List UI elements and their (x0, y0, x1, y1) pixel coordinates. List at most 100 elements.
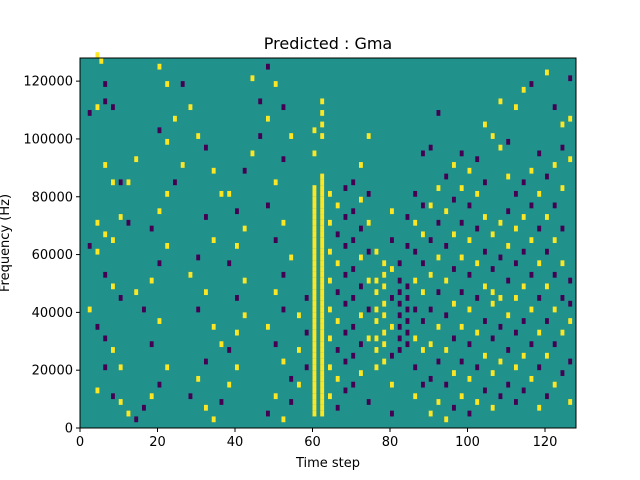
heatmap-cell (165, 138, 170, 145)
heatmap-cell (95, 104, 100, 111)
heatmap-cell (149, 225, 154, 232)
heatmap-cell (242, 167, 247, 174)
heatmap-cell (483, 283, 487, 290)
heatmap-cell (390, 352, 394, 359)
heatmap-cell (514, 295, 518, 301)
heatmap-cell (103, 81, 108, 87)
heatmap-cell (134, 289, 139, 296)
heatmap-cell (390, 323, 394, 330)
heatmap-cell (335, 375, 340, 382)
heatmap-cell (413, 277, 418, 284)
heatmap-cell (436, 110, 441, 116)
heatmap-cell (514, 104, 518, 111)
heatmap-cell (537, 150, 542, 157)
heatmap-cell (529, 271, 534, 278)
heatmap-cell (351, 179, 356, 186)
heatmap-cell (312, 231, 317, 238)
heatmap-cell (312, 341, 317, 348)
heatmap-cell (529, 202, 534, 209)
heatmap-cell (320, 335, 325, 342)
heatmap-cell (483, 214, 487, 220)
heatmap-cell (335, 202, 340, 209)
heatmap-cell (320, 341, 325, 348)
heatmap-cell (118, 295, 123, 301)
heatmap-cell (312, 271, 317, 278)
heatmap-cell (173, 179, 177, 186)
heatmap-cell (421, 347, 425, 353)
heatmap-cell (335, 231, 340, 238)
heatmap-cell (436, 323, 441, 330)
heatmap-cell (103, 162, 108, 168)
heatmap-cell (320, 404, 325, 411)
heatmap-cell (405, 318, 410, 324)
heatmap-cell (428, 410, 433, 417)
heatmap-cell (568, 358, 573, 365)
heatmap-cell (312, 399, 317, 405)
heatmap-cell (498, 393, 503, 400)
heatmap-cell (343, 214, 348, 220)
heatmap-cell (273, 393, 278, 400)
heatmap-cell (459, 150, 464, 157)
heatmap-cell (436, 289, 441, 296)
heatmap-cell (111, 237, 115, 243)
heatmap-cell (552, 341, 557, 348)
heatmap-cell (483, 318, 487, 324)
heatmap-cell (312, 393, 317, 400)
heatmap-cell (320, 214, 325, 220)
heatmap-cell (111, 283, 115, 290)
heatmap-cell (111, 393, 115, 400)
heatmap-cell (568, 300, 573, 307)
heatmap-cell (196, 133, 201, 139)
heatmap-cell (204, 289, 208, 296)
heatmap-cell (219, 190, 224, 197)
x-tick-label: 120 (533, 435, 558, 450)
heatmap-cell (312, 300, 317, 307)
heatmap-cell (498, 254, 503, 261)
heatmap-cell (506, 243, 511, 249)
heatmap-cell (320, 179, 325, 186)
heatmap-cell (320, 375, 325, 382)
heatmap-cell (545, 283, 549, 290)
heatmap-cell (537, 404, 542, 411)
heatmap-cell (320, 370, 325, 376)
heatmap-cell (320, 225, 325, 232)
y-tick-label: 40000 (32, 306, 73, 321)
heatmap-cell (552, 202, 557, 209)
heatmap-cell (390, 266, 394, 272)
heatmap-cell (328, 364, 332, 371)
y-tick-label: 0 (65, 422, 73, 437)
heatmap-cell (459, 185, 464, 191)
heatmap-cell (320, 318, 325, 324)
heatmap-cell (452, 162, 456, 168)
heatmap-cell (514, 190, 518, 197)
heatmap-cell (157, 208, 162, 215)
heatmap-cell (413, 190, 418, 197)
heatmap-cell (227, 347, 232, 353)
heatmap-cell (459, 358, 464, 365)
heatmap-cell (165, 81, 170, 87)
heatmap-cell (312, 358, 317, 365)
heatmap-cell (521, 352, 526, 359)
heatmap-cell (428, 144, 433, 151)
heatmap-cell (320, 196, 325, 203)
heatmap-cell (157, 260, 162, 267)
heatmap-cell (390, 295, 394, 301)
y-axis: 0 20000 40000 60000 80000 100000 120000 (23, 75, 80, 437)
heatmap-cell (475, 295, 480, 301)
heatmap-cell (312, 329, 317, 336)
heatmap-cell (312, 243, 317, 249)
heatmap-cell (227, 381, 232, 388)
heatmap-cell (343, 271, 348, 278)
heatmap-cell (273, 237, 278, 243)
heatmap-cell (180, 162, 185, 168)
heatmap-cell (157, 63, 162, 70)
heatmap-cell (165, 243, 170, 249)
heatmap-cell (95, 387, 100, 394)
y-tick-label: 60000 (32, 248, 73, 263)
heatmap-cell (459, 393, 464, 400)
heatmap-cell (521, 179, 526, 186)
heatmap-cell (436, 185, 441, 191)
heatmap-cell (320, 312, 325, 319)
heatmap-cell (552, 271, 557, 278)
heatmap-cell (312, 225, 317, 232)
